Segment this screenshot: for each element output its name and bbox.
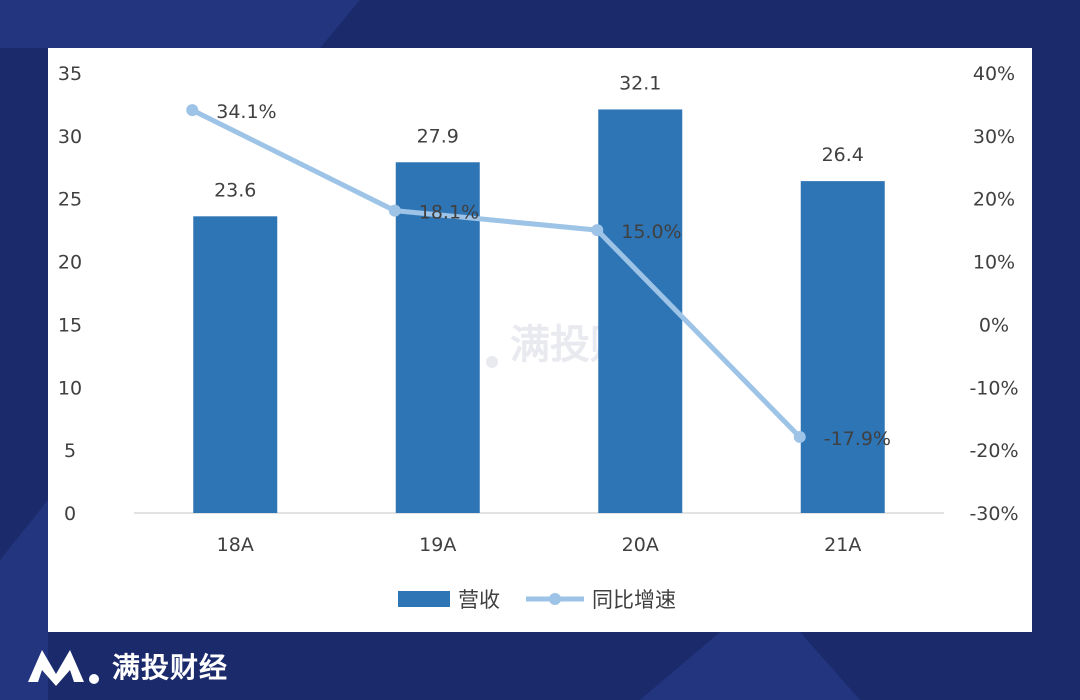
y-left-tick-label: 25 <box>58 189 82 211</box>
y-left-tick-label: 5 <box>64 440 76 462</box>
bar-data-label: 32.1 <box>619 72 661 94</box>
growth-point <box>388 204 401 217</box>
brand-name: 满投财经 <box>112 651 229 684</box>
growth-line <box>191 107 802 439</box>
y-right-tick-label: 20% <box>973 189 1015 211</box>
bar-data-label: 27.9 <box>417 125 459 147</box>
chart-panel: 满投财经 0 5 10 15 20 25 30 35 -30% -20% -10% 0% 10% 20% 3… <box>48 48 1032 632</box>
legend-line-marker <box>549 593 561 605</box>
growth-point <box>186 104 199 117</box>
bar-data-label: 23.6 <box>214 179 256 201</box>
y-right-tick-label: -20% <box>969 440 1018 462</box>
y-right-tick-label: -30% <box>969 503 1018 525</box>
revenue-growth-chart: 满投财经 05101520253035-30%-20%-10%0%10%20%3… <box>58 63 1019 612</box>
y-right-tick-label: -10% <box>969 377 1018 399</box>
m-logo-icon <box>28 650 99 686</box>
growth-data-label: -17.9% <box>824 428 891 450</box>
y-right-tick-label: 0% <box>979 314 1009 336</box>
y-left-tick-label: 15 <box>58 314 82 336</box>
bar-revenue <box>598 109 683 513</box>
legend-label-growth: 同比增速 <box>592 588 676 612</box>
growth-point <box>793 430 806 443</box>
y-right-tick-label: 40% <box>973 63 1015 85</box>
legend-bar-swatch <box>398 591 450 607</box>
y-right-tick-label: 10% <box>973 252 1015 274</box>
y-left-tick-label: 0 <box>64 503 76 525</box>
growth-point <box>591 224 604 237</box>
bar-data-label: 26.4 <box>822 144 864 166</box>
y-left-tick-label: 30 <box>58 126 82 148</box>
x-tick-label: 18A <box>217 534 254 556</box>
y-left-tick-label: 10 <box>58 377 82 399</box>
y-left-tick-label: 35 <box>58 63 82 85</box>
x-tick-label: 19A <box>419 534 456 556</box>
y-right-tick-label: 30% <box>973 126 1015 148</box>
growth-data-label: 18.1% <box>419 202 479 224</box>
x-tick-label: 21A <box>824 534 861 556</box>
growth-data-label: 15.0% <box>621 221 681 243</box>
x-tick-label: 20A <box>622 534 659 556</box>
legend-label-revenue: 营收 <box>458 588 500 612</box>
bar-revenue <box>395 162 480 513</box>
bar-revenue <box>193 216 278 514</box>
bar-revenue <box>800 181 885 513</box>
brand-footer: 满投财经 <box>26 644 228 688</box>
growth-data-label: 34.1% <box>216 101 276 123</box>
y-left-tick-label: 20 <box>58 252 82 274</box>
